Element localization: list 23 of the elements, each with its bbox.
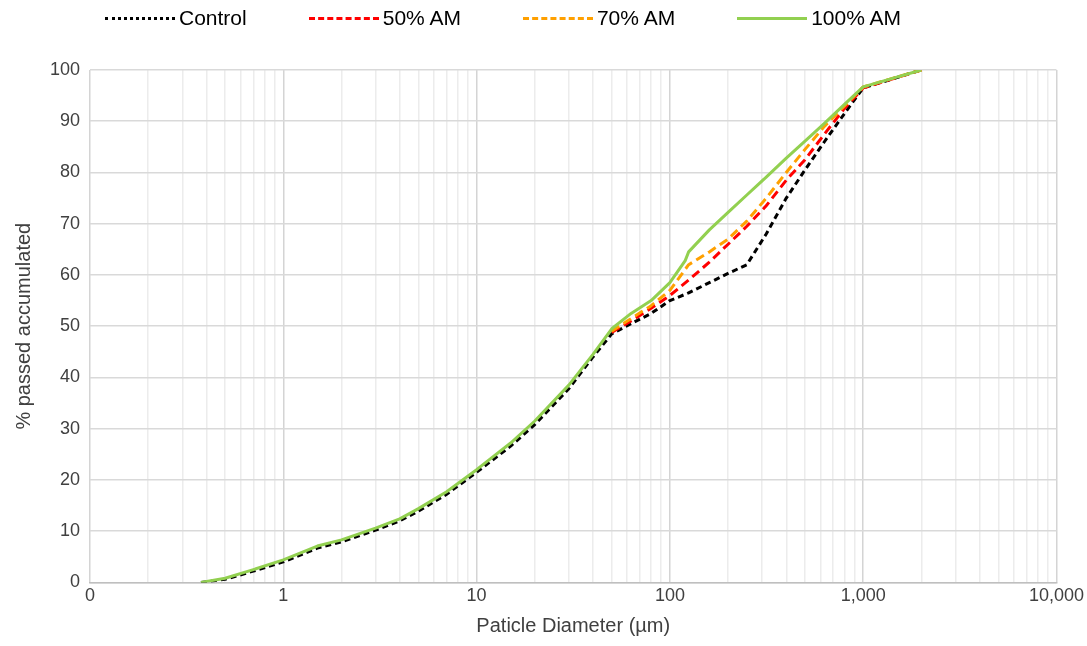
y-tick-label: 100 <box>49 58 81 79</box>
y-axis-title: % passed accumulated <box>11 222 34 430</box>
x-tick-label: 0 <box>85 585 96 606</box>
x-tick-label: 10 <box>466 585 487 606</box>
x-tick-label: 1,000 <box>840 585 886 606</box>
legend-label: Control <box>179 6 247 30</box>
legend-label: 70% AM <box>596 6 676 30</box>
y-tick-label: 50 <box>60 315 81 336</box>
y-tick-label: 10 <box>60 520 81 541</box>
y-tick-label: 80 <box>60 161 81 182</box>
x-tick-label: 1 <box>278 585 289 606</box>
legend-label: 100% AM <box>811 6 902 30</box>
x-tick-label: 100 <box>654 585 685 606</box>
x-tick-label: 10,000 <box>1028 585 1084 606</box>
x-axis-title: Paticle Diameter (µm) <box>476 613 671 636</box>
y-tick-label: 70 <box>60 212 81 233</box>
y-tick-label: 60 <box>60 263 81 284</box>
y-tick-label: 40 <box>60 366 81 387</box>
y-tick-label: 90 <box>60 110 81 131</box>
y-tick-label: 0 <box>70 571 81 592</box>
y-tick-label: 30 <box>60 417 81 438</box>
y-tick-label: 20 <box>60 468 81 489</box>
legend-label: 50% AM <box>382 6 461 30</box>
